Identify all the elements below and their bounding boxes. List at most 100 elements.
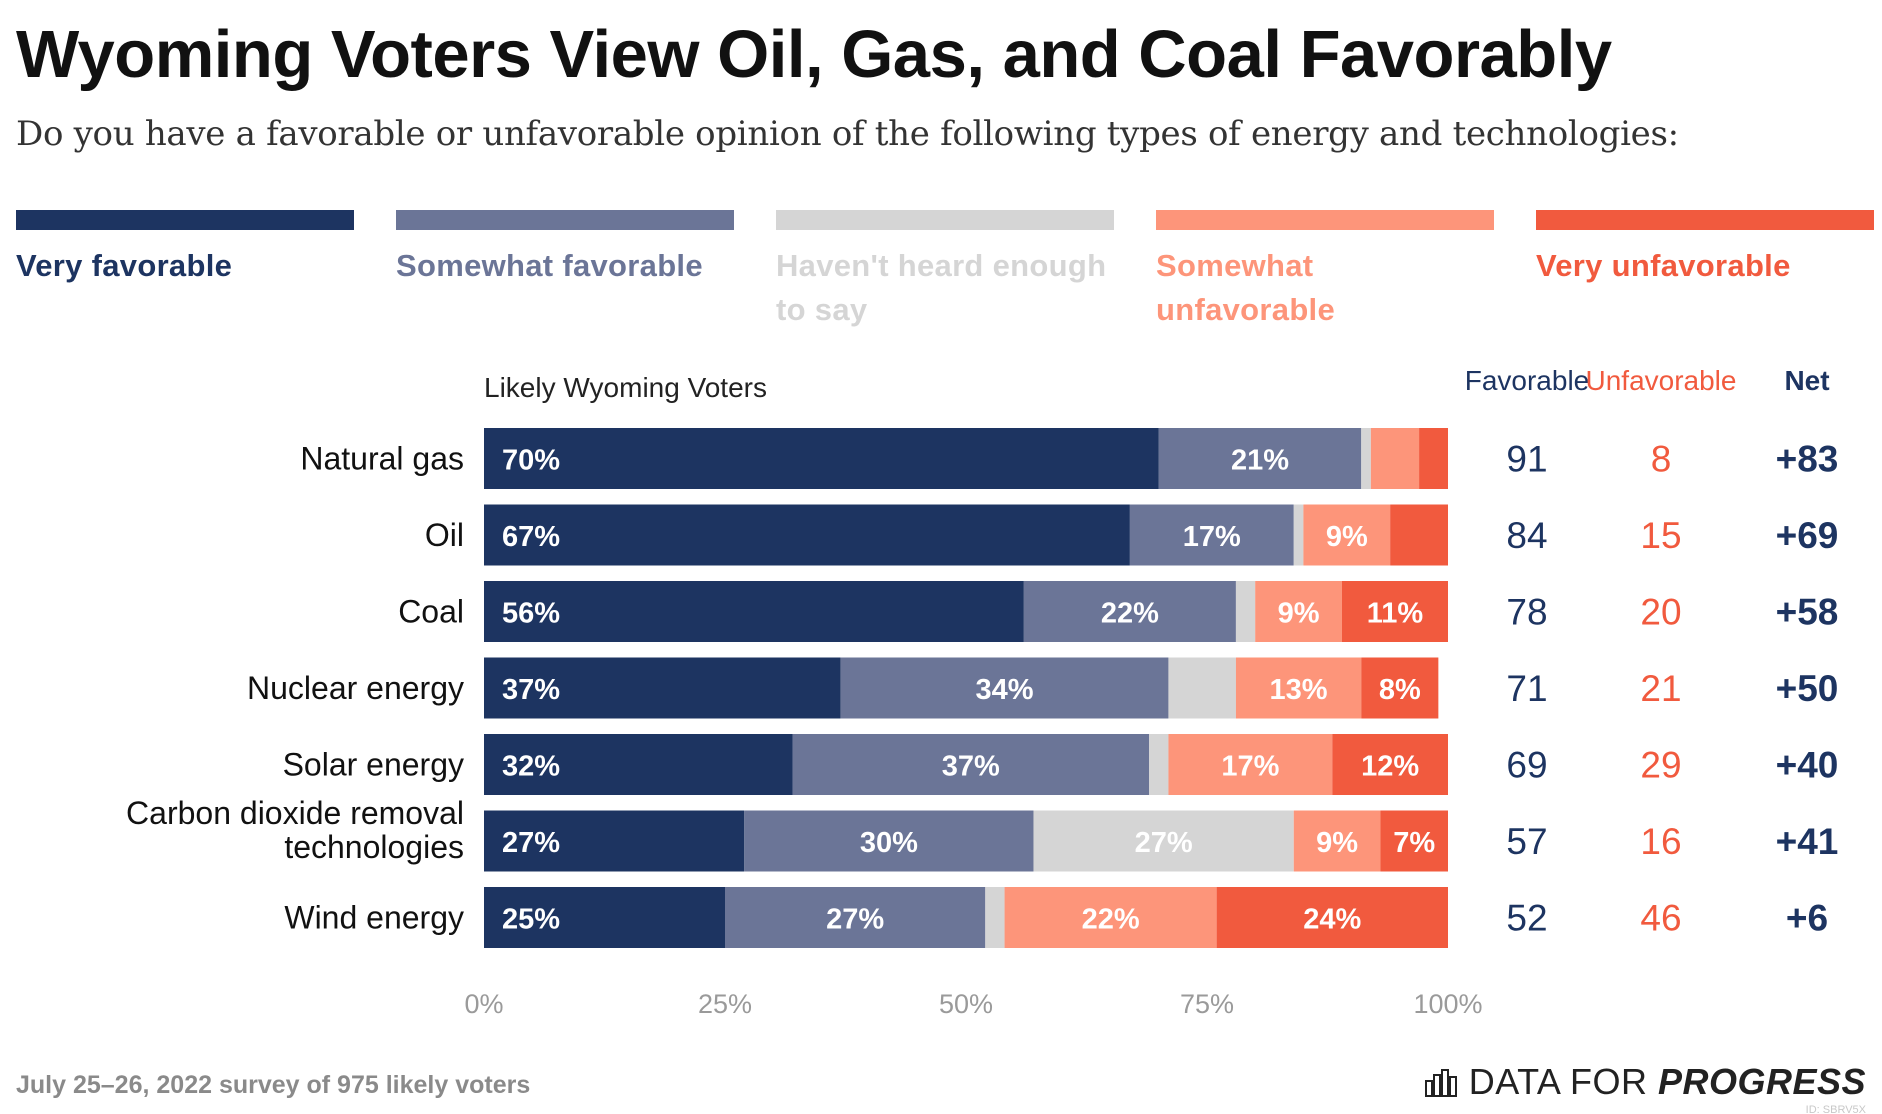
bar-data-label: 67% <box>502 521 560 553</box>
favorable-value: 78 <box>1506 592 1547 633</box>
bar-segment-very-favorable <box>484 657 841 719</box>
unfavorable-value: 16 <box>1640 821 1681 862</box>
bar-segment-somewhat-unfavorable <box>1004 887 1217 948</box>
favorable-value: 71 <box>1506 668 1547 709</box>
bar-data-label: 9% <box>1326 521 1368 553</box>
bar-data-label: 25% <box>502 904 560 936</box>
bar-segment-very-unfavorable <box>1390 504 1448 566</box>
bar-data-label: 17% <box>1221 751 1279 783</box>
category-label: Carbon dioxide removal <box>126 795 464 831</box>
category-label: Oil <box>425 517 464 553</box>
bar-segment-haven-t-heard-enough-to-say <box>1361 428 1371 489</box>
favorable-value: 84 <box>1506 515 1547 556</box>
net-value: +41 <box>1776 821 1839 862</box>
unfavorable-value: 8 <box>1651 439 1672 480</box>
bar-segment-very-unfavorable <box>1380 810 1448 872</box>
legend-label: Very unfavorable <box>1536 248 1791 283</box>
bar-segment-haven-t-heard-enough-to-say <box>1033 810 1294 872</box>
bar-data-label: 9% <box>1278 598 1320 630</box>
summary-header-net: Net <box>1784 365 1829 396</box>
bar-segment-very-unfavorable <box>1216 887 1448 948</box>
stacked-bar-chart: Likely Wyoming Voters FavorableUnfavorabl… <box>126 365 1839 1019</box>
bar-segment-very-favorable <box>484 810 745 872</box>
favorable-value: 69 <box>1506 745 1547 786</box>
bar-data-label: 34% <box>976 674 1034 706</box>
net-value: +58 <box>1776 592 1839 633</box>
bar-segment-very-favorable <box>484 734 793 795</box>
legend-swatch <box>16 210 354 230</box>
bar-data-label: 21% <box>1231 445 1289 477</box>
bar-data-label: 12% <box>1361 751 1419 783</box>
legend-swatch <box>1536 210 1874 230</box>
bar-segment-somewhat-unfavorable <box>1235 657 1362 719</box>
bar-data-label: 32% <box>502 751 560 783</box>
net-value: +6 <box>1786 898 1828 939</box>
bar-segment-somewhat-unfavorable <box>1293 810 1381 872</box>
bar-segment-very-favorable <box>484 504 1130 566</box>
unfavorable-value: 29 <box>1640 745 1681 786</box>
bar-segment-very-unfavorable <box>1341 581 1448 642</box>
legend-swatch <box>776 210 1114 230</box>
bar-segment-somewhat-favorable <box>1158 428 1362 489</box>
unfavorable-value: 21 <box>1640 668 1681 709</box>
bar-data-label: 8% <box>1379 674 1421 706</box>
bar-segment-very-unfavorable <box>1419 428 1448 489</box>
bar-data-label: 9% <box>1316 827 1358 859</box>
bar-data-label: 7% <box>1393 827 1435 859</box>
bar-segment-haven-t-heard-enough-to-say <box>1293 504 1304 566</box>
legend-item-very-favorable: Very favorable <box>16 210 354 288</box>
footer-survey-note: July 25–26, 2022 survey of 975 likely vo… <box>16 1071 531 1099</box>
bar-segment-very-favorable <box>484 887 725 948</box>
bar-segment-very-unfavorable <box>1332 734 1448 795</box>
legend-swatch <box>1156 210 1494 230</box>
legend-item-somewhat-favorable: Somewhat favorable <box>396 210 734 288</box>
net-value: +83 <box>1776 439 1839 480</box>
legend-item-somewhat-unfavorable: Somewhat unfavorable <box>1156 210 1494 332</box>
logo-id: ID: SBRV5X <box>1805 1104 1866 1114</box>
bar-segment-somewhat-unfavorable <box>1370 428 1420 489</box>
bar-segment-haven-t-heard-enough-to-say <box>1149 734 1169 795</box>
bar-data-label: 13% <box>1270 674 1328 706</box>
bar-segment-somewhat-favorable <box>1023 581 1236 642</box>
summary-header-favorable: Favorable <box>1465 365 1590 396</box>
bar-segment-somewhat-favorable <box>744 810 1034 872</box>
bar-segment-somewhat-unfavorable <box>1168 734 1333 795</box>
bar-data-label: 27% <box>826 904 884 936</box>
net-value: +50 <box>1776 668 1839 709</box>
bar-data-label: 56% <box>502 598 560 630</box>
bar-data-label: 37% <box>502 674 560 706</box>
bar-data-label: 22% <box>1082 904 1140 936</box>
unfavorable-value: 46 <box>1640 898 1681 939</box>
category-label: Natural gas <box>300 441 464 477</box>
legend-label: Somewhat unfavorable <box>1156 248 1336 327</box>
x-tick-label: 75% <box>1180 989 1234 1019</box>
bar-data-label: 30% <box>860 827 918 859</box>
x-tick-label: 25% <box>698 989 752 1019</box>
summary-header-unfavorable: Unfavorable <box>1586 365 1737 396</box>
x-tick-label: 0% <box>464 989 503 1019</box>
bar-chart-icon <box>1424 1069 1457 1097</box>
bar-data-label: 17% <box>1183 521 1241 553</box>
bar-segment-somewhat-favorable <box>840 657 1169 719</box>
bar-data-label: 37% <box>942 751 1000 783</box>
data-for-progress-logo: DATA FOR PROGRESS ID: SBRV5X <box>1424 1060 1866 1114</box>
net-value: +40 <box>1776 745 1839 786</box>
bar-segment-somewhat-favorable <box>725 887 986 948</box>
bar-segment-very-unfavorable <box>1361 657 1439 719</box>
net-value: +69 <box>1776 515 1839 556</box>
category-label: Wind energy <box>284 900 464 936</box>
legend-item-very-unfavorable: Very unfavorable <box>1536 210 1874 288</box>
legend-item-havent-heard: Haven't heard enough to say <box>776 210 1114 332</box>
logo-text: DATA FOR PROGRESS <box>1468 1061 1866 1102</box>
bar-segment-somewhat-favorable <box>792 734 1150 795</box>
bar-segment-somewhat-unfavorable <box>1303 504 1391 566</box>
bar-data-label: 27% <box>502 827 560 859</box>
bar-segment-somewhat-favorable <box>1129 504 1294 566</box>
bar-segment-haven-t-heard-enough-to-say <box>985 887 1005 948</box>
legend-label: Haven't heard enough to say <box>776 248 1107 327</box>
bar-data-label: 24% <box>1303 904 1361 936</box>
bar-data-label: 27% <box>1135 827 1193 859</box>
legend-label: Very favorable <box>16 248 233 283</box>
legend-swatch <box>396 210 734 230</box>
bar-segment-somewhat-unfavorable <box>1255 581 1342 642</box>
